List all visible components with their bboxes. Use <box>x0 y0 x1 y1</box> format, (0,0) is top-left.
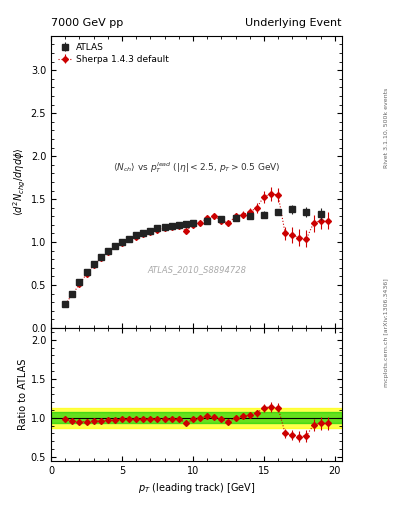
Text: mcplots.cern.ch [arXiv:1306.3436]: mcplots.cern.ch [arXiv:1306.3436] <box>384 279 389 387</box>
Bar <box>51 412 342 423</box>
Text: 7000 GeV pp: 7000 GeV pp <box>51 18 123 28</box>
X-axis label: $p_T$ (leading track) [GeV]: $p_T$ (leading track) [GeV] <box>138 481 255 495</box>
Bar <box>51 408 342 428</box>
Text: Underlying Event: Underlying Event <box>245 18 342 28</box>
Text: ATLAS_2010_S8894728: ATLAS_2010_S8894728 <box>147 265 246 274</box>
Legend: ATLAS, Sherpa 1.4.3 default: ATLAS, Sherpa 1.4.3 default <box>55 40 172 67</box>
Text: Rivet 3.1.10, 500k events: Rivet 3.1.10, 500k events <box>384 88 389 168</box>
Text: $\langle N_{ch}\rangle$ vs $p_T^{lead}$ ($|\eta| < 2.5$, $p_T > 0.5$ GeV): $\langle N_{ch}\rangle$ vs $p_T^{lead}$ … <box>113 160 280 175</box>
Y-axis label: $\langle d^2 N_{chg}/d\eta d\phi \rangle$: $\langle d^2 N_{chg}/d\eta d\phi \rangle… <box>12 147 28 216</box>
Y-axis label: Ratio to ATLAS: Ratio to ATLAS <box>18 359 28 430</box>
